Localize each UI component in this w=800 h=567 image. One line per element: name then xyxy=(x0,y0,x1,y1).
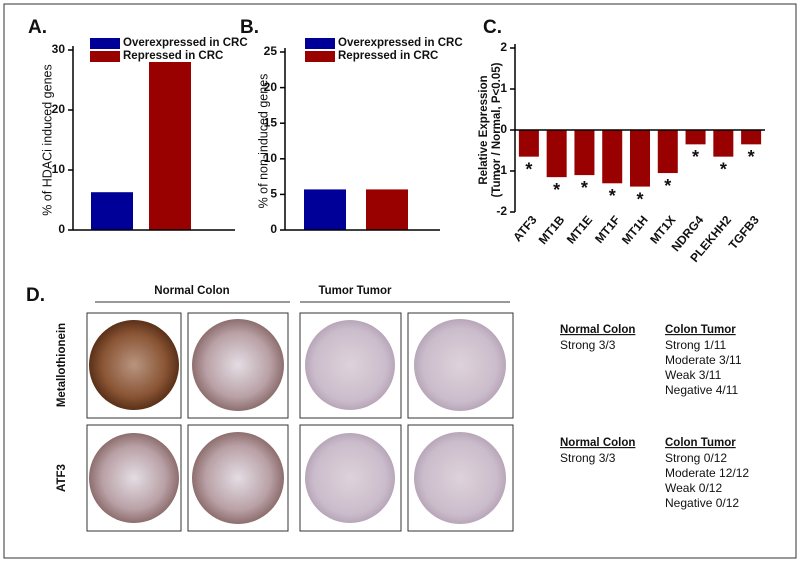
y-tick-label: 2 xyxy=(500,40,507,54)
summary-line: Strong 3/3 xyxy=(560,338,616,352)
summary-header: Colon Tumor xyxy=(665,437,736,449)
significance-mark: * xyxy=(692,147,699,167)
y-axis-label: % of HDACi induced genes xyxy=(40,64,54,215)
bar xyxy=(366,189,408,230)
bar xyxy=(574,130,595,176)
row-label: Metallothionein xyxy=(56,323,68,407)
summary-line: Weak 3/11 xyxy=(665,368,722,382)
panel-label: D. xyxy=(26,285,45,306)
bar xyxy=(304,189,346,230)
legend-swatch xyxy=(305,51,335,62)
summary-header: Normal Colon xyxy=(560,437,635,449)
tissue-core xyxy=(89,320,179,410)
summary-line: Strong 3/3 xyxy=(560,451,616,465)
y-tick-label: -2 xyxy=(496,204,507,218)
y-axis-label: (Tumor / Normal, P<0.05) xyxy=(491,62,503,197)
legend-swatch xyxy=(305,38,335,49)
x-tick-label: MT1H xyxy=(619,213,651,247)
legend-swatch xyxy=(90,51,120,62)
y-tick-label: 0 xyxy=(500,122,507,136)
summary-header: Normal Colon xyxy=(560,324,635,336)
x-tick-label: TGFB3 xyxy=(726,213,762,252)
column-header: Tumor Tumor xyxy=(318,285,392,297)
y-tick-label: 25 xyxy=(264,44,278,58)
significance-mark: * xyxy=(581,178,588,198)
y-tick-label: 20 xyxy=(264,80,278,94)
bar xyxy=(546,130,567,178)
y-tick-label: -1 xyxy=(496,163,507,177)
figure-border xyxy=(3,3,797,559)
x-tick-label: MT1F xyxy=(592,213,623,246)
legend-label: Overexpressed in CRC xyxy=(123,37,248,49)
significance-mark: * xyxy=(664,176,671,196)
tissue-core xyxy=(192,432,284,524)
significance-mark: * xyxy=(748,147,755,167)
significance-mark: * xyxy=(636,189,643,209)
column-header: Normal Colon xyxy=(154,285,229,297)
legend-swatch xyxy=(90,38,120,49)
y-tick-label: 20 xyxy=(52,102,66,116)
summary-line: Strong 1/11 xyxy=(665,338,726,352)
y-tick-label: 0 xyxy=(58,222,65,236)
bar xyxy=(630,130,650,187)
y-tick-label: 15 xyxy=(264,115,278,129)
tissue-core xyxy=(305,320,395,410)
significance-mark: * xyxy=(553,180,560,200)
y-tick-label: 0 xyxy=(270,222,277,236)
x-tick-label: ATF3 xyxy=(510,213,540,245)
y-tick-label: 30 xyxy=(52,42,66,56)
bar xyxy=(602,130,623,184)
tissue-core xyxy=(414,319,506,411)
y-axis-label: Relative Expression xyxy=(478,75,490,184)
bar xyxy=(657,130,678,174)
row-label: ATF3 xyxy=(56,464,68,492)
bar xyxy=(149,62,191,230)
significance-mark: * xyxy=(525,159,532,179)
significance-mark: * xyxy=(609,186,616,206)
panel-label: B. xyxy=(240,17,259,38)
legend-label: Repressed in CRC xyxy=(338,50,438,62)
tissue-core xyxy=(305,433,395,523)
summary-line: Negative 0/12 xyxy=(665,496,739,510)
summary-line: Moderate 12/12 xyxy=(665,466,749,480)
y-tick-label: 10 xyxy=(264,151,278,165)
legend-label: Repressed in CRC xyxy=(123,50,223,62)
tissue-core xyxy=(414,432,506,524)
bar xyxy=(518,130,539,157)
y-tick-label: 1 xyxy=(500,81,507,95)
bar xyxy=(741,130,762,145)
summary-header: Colon Tumor xyxy=(665,324,736,336)
significance-mark: * xyxy=(720,159,727,179)
y-tick-label: 5 xyxy=(270,187,277,201)
summary-line: Moderate 3/11 xyxy=(665,353,742,367)
panel-label: A. xyxy=(28,17,47,38)
bar xyxy=(713,130,734,157)
bar xyxy=(91,192,133,230)
summary-line: Weak 0/12 xyxy=(665,481,722,495)
panel-label: C. xyxy=(483,17,502,38)
x-tick-label: MT1E xyxy=(564,213,595,247)
x-tick-label: MT1B xyxy=(536,213,568,247)
tissue-core xyxy=(192,319,284,411)
tissue-core xyxy=(89,433,179,523)
summary-line: Negative 4/11 xyxy=(665,383,738,397)
legend-label: Overexpressed in CRC xyxy=(338,37,463,49)
tissue-images xyxy=(86,301,514,532)
bar xyxy=(685,130,706,145)
summary-line: Strong 0/12 xyxy=(665,451,727,465)
y-tick-label: 10 xyxy=(52,162,66,176)
y-axis-label: % of non-induced genes xyxy=(256,74,270,209)
